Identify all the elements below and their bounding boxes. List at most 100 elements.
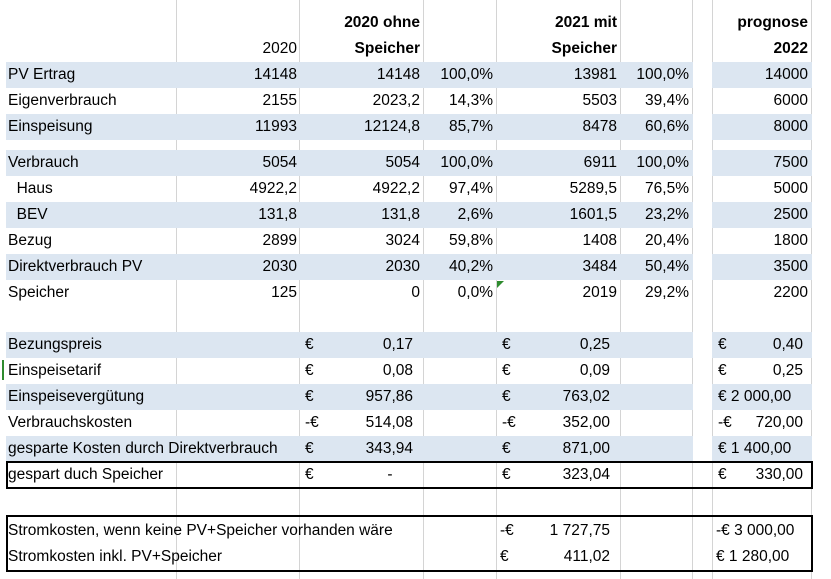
cell-2021-mit-pct[interactable]: 50,4% [645, 258, 689, 275]
cell-2020-ohne[interactable]: 14148 [376, 66, 420, 83]
currency-symbol-2022[interactable]: € 2 000,00 [718, 388, 792, 405]
row-label[interactable]: PV Ertrag [8, 66, 76, 83]
header-2020-ohne-line1[interactable]: 2020 ohne [344, 14, 420, 31]
cell-2021-mit-pct[interactable]: 100,0% [636, 154, 689, 171]
cell-2020-ohne-pct[interactable]: 14,3% [449, 92, 493, 109]
cell-2021-mit-pct[interactable]: 29,2% [645, 284, 689, 301]
cell-2020[interactable]: 125 [271, 284, 297, 301]
cell-2020[interactable]: 5054 [262, 154, 297, 171]
cell-prognose-2022[interactable]: 14000 [764, 66, 808, 83]
header-prognose-line1[interactable]: prognose [737, 14, 808, 31]
cell-2020[interactable]: 131,8 [258, 206, 297, 223]
row-label[interactable]: Haus [8, 180, 53, 197]
currency-symbol[interactable]: -€ [502, 414, 516, 431]
cell-2021-mit-pct[interactable]: 76,5% [645, 180, 689, 197]
cell-2021-mit[interactable]: 3484 [582, 258, 617, 275]
cell-2020-ohne[interactable]: 131,8 [381, 206, 420, 223]
currency-symbol[interactable]: -€ [305, 414, 319, 431]
cell-2020-ohne[interactable]: 2030 [385, 258, 420, 275]
cell-2021-amount[interactable]: 763,02 [562, 388, 610, 405]
cell-2022-amount[interactable]: 330,00 [755, 466, 803, 483]
cell-2020-ohne[interactable]: 12124,8 [363, 118, 420, 135]
cell-2020-amount[interactable]: 514,08 [365, 414, 413, 431]
cell-2020[interactable]: 4922,2 [249, 180, 297, 197]
currency-symbol[interactable]: € [305, 336, 314, 353]
cell-2021-mit[interactable]: 13981 [573, 66, 617, 83]
currency-symbol-2022[interactable]: € [718, 336, 727, 353]
cell-2021-amount[interactable]: 0,09 [579, 362, 610, 379]
cell-2020[interactable]: 2030 [262, 258, 297, 275]
currency-symbol[interactable]: € [305, 466, 314, 483]
cell-2020-ohne-pct[interactable]: 85,7% [449, 118, 493, 135]
cell-2021-mit[interactable]: 6911 [583, 154, 617, 171]
cell-2021-amount[interactable]: 0,25 [579, 336, 610, 353]
row-label[interactable]: Einspeisung [8, 118, 93, 135]
cell-2020-ohne[interactable]: 2023,2 [372, 92, 420, 109]
cell-2020-ohne[interactable]: 0 [411, 284, 420, 301]
summary-label[interactable]: Stromkosten, wenn keine PV+Speicher vorh… [8, 522, 393, 539]
cell-2020-ohne-pct[interactable]: 100,0% [440, 66, 493, 83]
row-label[interactable]: Verbrauchskosten [8, 414, 133, 431]
currency-symbol[interactable]: € [502, 388, 511, 405]
currency-symbol-2022[interactable]: € [718, 466, 727, 483]
cell-2020-ohne-pct[interactable]: 97,4% [449, 180, 493, 197]
row-label[interactable]: gesparte Kosten durch Direktverbrauch [8, 440, 278, 457]
header-2021-mit-line1[interactable]: 2021 mit [554, 14, 617, 31]
cell-2020[interactable]: 14148 [253, 66, 297, 83]
row-label[interactable]: Verbrauch [8, 154, 79, 171]
cell-2021-mit[interactable]: 1601,5 [569, 206, 617, 223]
cell-prognose-2022[interactable]: 8000 [773, 118, 808, 135]
currency-symbol-2022[interactable]: € [718, 362, 727, 379]
row-label[interactable]: Bezungspreis [8, 336, 102, 353]
cell-2022-amount[interactable]: 0,25 [772, 362, 803, 379]
cell-2020-amount[interactable]: 343,94 [365, 440, 413, 457]
row-label[interactable]: gespart duch Speicher [8, 466, 164, 483]
cell-2021-amount[interactable]: 323,04 [562, 466, 610, 483]
cell-2021-mit-pct[interactable]: 60,6% [645, 118, 689, 135]
cell-2022-amount[interactable]: 720,00 [755, 414, 803, 431]
cell-2022-amount[interactable]: € 1 280,00 [716, 548, 790, 565]
cell-2020[interactable]: 11993 [255, 118, 297, 135]
cell-2021-mit-pct[interactable]: 100,0% [636, 66, 689, 83]
cell-2020-amount[interactable]: 0,17 [382, 336, 413, 353]
cell-prognose-2022[interactable]: 3500 [773, 258, 808, 275]
cell-2020-ohne-pct[interactable]: 59,8% [449, 232, 493, 249]
header-prognose-line2[interactable]: 2022 [773, 40, 808, 57]
row-label[interactable]: Einspeisevergütung [8, 388, 145, 405]
cell-2020-ohne-pct[interactable]: 100,0% [440, 154, 493, 171]
currency-symbol[interactable]: -€ [500, 522, 514, 539]
row-label[interactable]: Speicher [8, 284, 70, 301]
cell-2021-mit-pct[interactable]: 20,4% [645, 232, 689, 249]
cell-prognose-2022[interactable]: 7500 [773, 154, 808, 171]
cell-2021-amount[interactable]: 1 727,75 [549, 522, 610, 539]
cell-prognose-2022[interactable]: 6000 [773, 92, 808, 109]
currency-symbol[interactable]: € [502, 336, 511, 353]
currency-symbol[interactable]: € [502, 362, 511, 379]
row-label[interactable]: Bezug [8, 232, 52, 249]
header-2021-mit-line2[interactable]: Speicher [551, 40, 617, 57]
cell-prognose-2022[interactable]: 2500 [773, 206, 808, 223]
row-label[interactable]: BEV [8, 206, 48, 223]
cell-2020[interactable]: 2899 [262, 232, 297, 249]
cell-prognose-2022[interactable]: 5000 [773, 180, 808, 197]
cell-2021-mit-pct[interactable]: 23,2% [645, 206, 689, 223]
cell-2020-amount[interactable]: 0,08 [382, 362, 413, 379]
cell-2021-mit[interactable]: 2019 [582, 284, 617, 301]
cell-2020-ohne[interactable]: 4922,2 [372, 180, 420, 197]
currency-symbol[interactable]: € [500, 548, 509, 565]
currency-symbol[interactable]: € [502, 440, 511, 457]
cell-prognose-2022[interactable]: 1800 [773, 232, 808, 249]
error-indicator-icon[interactable] [497, 281, 504, 288]
cell-2021-amount[interactable]: 871,00 [562, 440, 610, 457]
cell-2020-ohne-pct[interactable]: 2,6% [457, 206, 493, 223]
summary-label[interactable]: Stromkosten inkl. PV+Speicher [8, 548, 223, 565]
currency-symbol[interactable]: € [305, 388, 314, 405]
header-2020-ohne-line2[interactable]: Speicher [354, 40, 420, 57]
cell-2020-ohne-pct[interactable]: 0,0% [457, 284, 493, 301]
cell-2021-amount[interactable]: 352,00 [562, 414, 610, 431]
row-label[interactable]: Einspeisetarif [8, 362, 102, 379]
cell-2020-ohne[interactable]: 3024 [385, 232, 420, 249]
header-2020[interactable]: 2020 [262, 40, 297, 57]
cell-2020-amount[interactable]: 957,86 [365, 388, 413, 405]
cell-2021-mit[interactable]: 1408 [582, 232, 617, 249]
